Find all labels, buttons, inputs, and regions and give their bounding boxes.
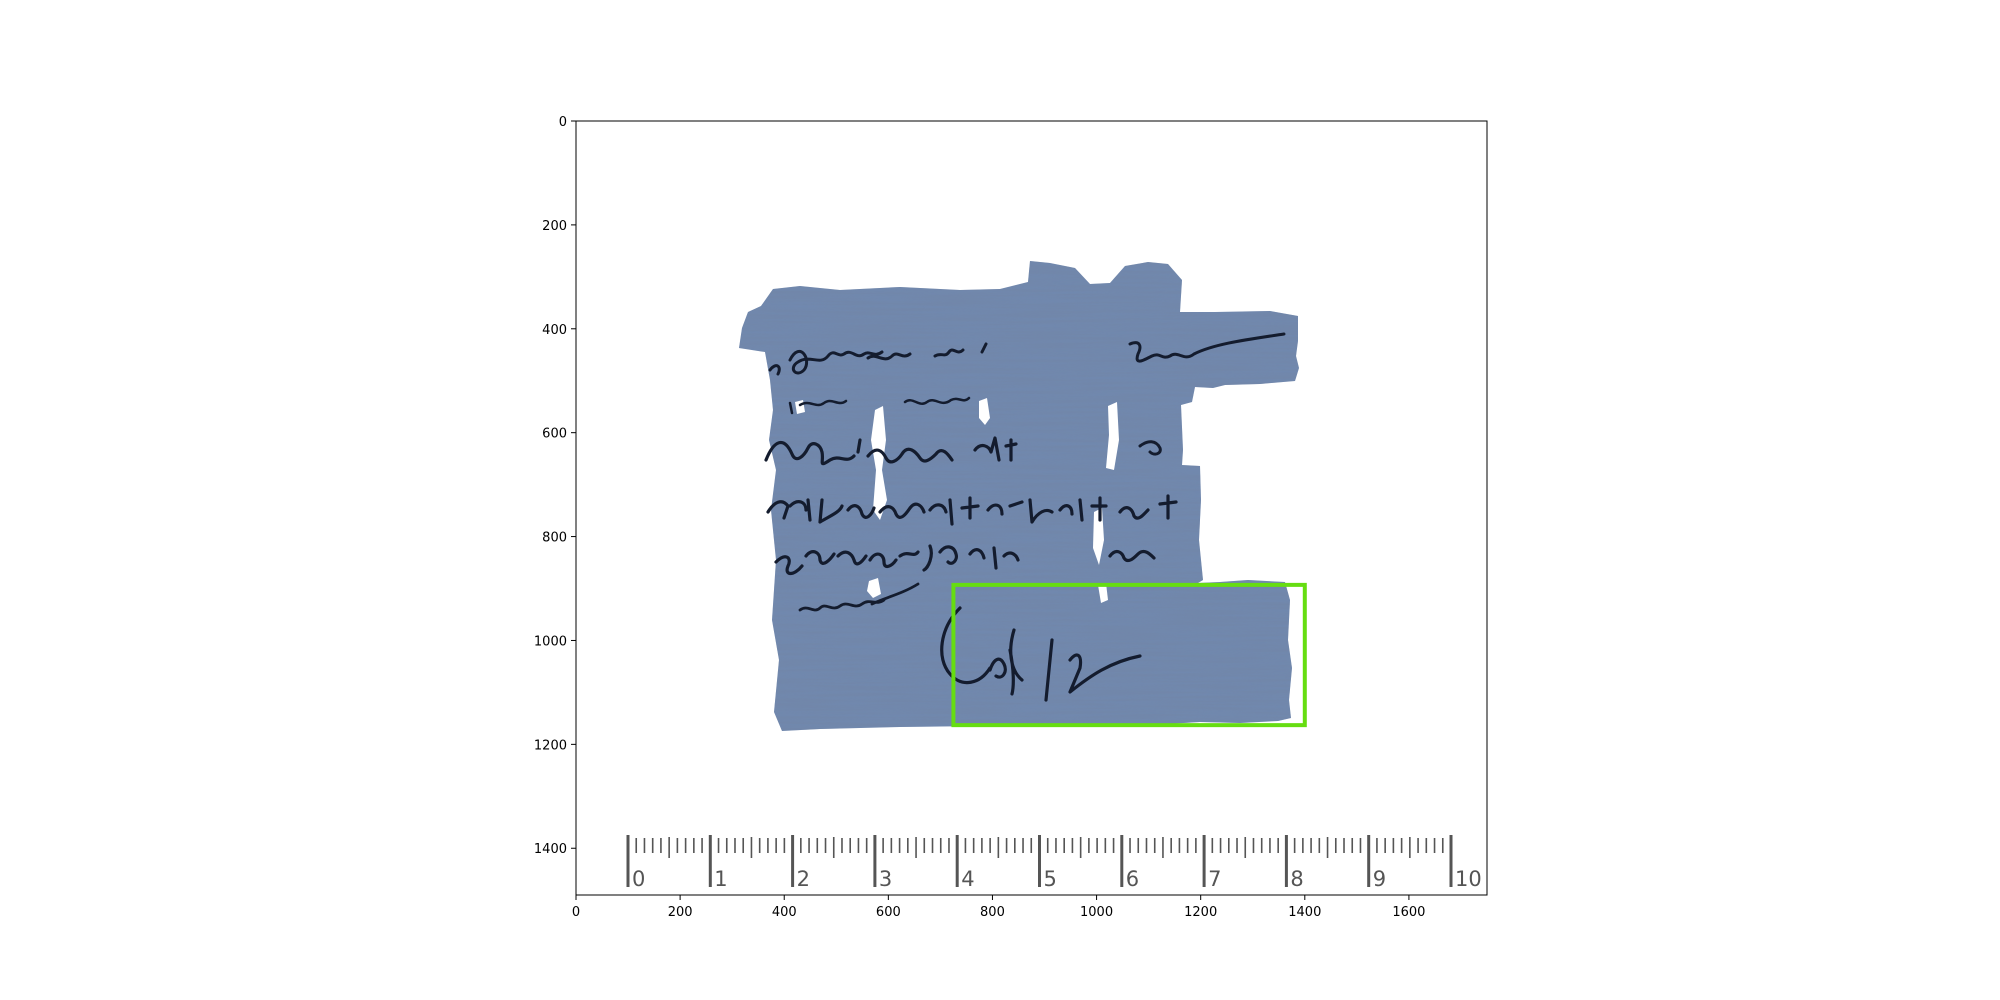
papyrus-hole	[1093, 508, 1104, 565]
ruler-label: 9	[1373, 867, 1386, 891]
y-tick-label: 200	[542, 219, 567, 234]
papyrus-hole	[867, 578, 881, 598]
axes-frame	[575, 120, 1488, 896]
x-tick-label: 1600	[1392, 905, 1425, 920]
ruler-label: 10	[1455, 867, 1482, 891]
papyrus-hole	[979, 398, 990, 425]
ruler-ticks	[626, 835, 1453, 887]
y-tick-label: 1200	[534, 738, 567, 753]
x-tick-label: 0	[572, 905, 580, 920]
ruler-label: 3	[879, 867, 892, 891]
ruler-label: 8	[1290, 867, 1303, 891]
x-axis: 0 200 400 600 800 1000 1200 1400 1600	[572, 895, 1425, 920]
y-tick-label: 0	[559, 115, 567, 130]
x-tick-label: 1200	[1184, 905, 1217, 920]
papyrus-hole	[871, 406, 887, 520]
y-tick-label: 400	[542, 323, 567, 338]
ruler-label: 6	[1126, 867, 1139, 891]
ruler: 0 1 2 3 4 5 6 7 8 9 10	[626, 835, 1482, 891]
x-tick-label: 1000	[1080, 905, 1113, 920]
papyrus-hole	[1106, 402, 1119, 470]
highlight-box	[951, 582, 1307, 728]
ruler-label: 1	[714, 867, 727, 891]
x-tick-label: 600	[876, 905, 901, 920]
papyrus-hole	[1098, 583, 1108, 603]
ruler-label: 2	[797, 867, 810, 891]
ruler-label: 5	[1044, 867, 1057, 891]
ruler-label: 4	[961, 867, 974, 891]
handwritten-script	[764, 332, 1286, 702]
y-tick-label: 1000	[534, 634, 567, 649]
y-tick-label: 1400	[534, 842, 567, 857]
ruler-label: 0	[632, 867, 645, 891]
ruler-label: 7	[1208, 867, 1221, 891]
x-tick-label: 200	[668, 905, 693, 920]
x-tick-label: 800	[980, 905, 1005, 920]
x-tick-label: 1400	[1288, 905, 1321, 920]
ruler-labels: 0 1 2 3 4 5 6 7 8 9 10	[632, 867, 1482, 891]
papyrus-image: 0 1 2 3 4 5 6 7 8 9 10	[626, 261, 1482, 891]
y-tick-label: 600	[542, 427, 567, 442]
y-axis: 0 200 400 600 800 1000 1200 1400	[534, 115, 576, 857]
x-tick-label: 400	[772, 905, 797, 920]
papyrus-fragment	[739, 261, 1299, 731]
y-tick-label: 800	[542, 531, 567, 546]
